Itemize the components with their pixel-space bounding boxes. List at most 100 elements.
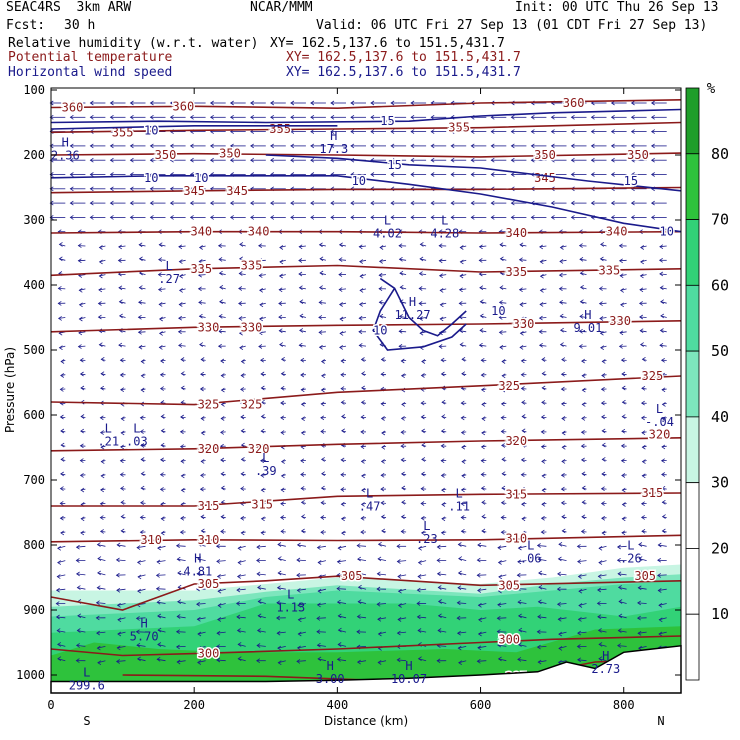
wind-vector-head <box>139 429 144 434</box>
wind-vector-head <box>450 215 455 220</box>
wind-vector <box>657 574 667 576</box>
wind-vector-head <box>630 172 635 177</box>
wind-vector-head <box>410 100 415 106</box>
wind-speed-contour-label: 10 <box>352 174 366 188</box>
colorbar-label: 80 <box>711 145 729 163</box>
wind-vector <box>77 587 86 590</box>
wind-vector-head <box>630 100 635 106</box>
wind-vector-head <box>69 143 74 149</box>
wind-vector <box>277 587 286 590</box>
wind-vector-head <box>420 414 425 420</box>
wind-vector-head <box>178 302 183 307</box>
wind-vector-head <box>520 386 525 391</box>
wind-vector-head <box>530 143 535 149</box>
wind-vector <box>499 302 507 304</box>
theta-contour-315 <box>51 492 682 507</box>
wind-vector-head <box>440 428 445 434</box>
wind-vector-head <box>310 157 315 163</box>
wind-vector-head <box>338 287 343 292</box>
wind-vector-head <box>519 242 524 248</box>
wind-vector-head <box>98 342 103 348</box>
wind-vector-head <box>276 600 281 606</box>
wind-vector <box>419 317 427 319</box>
wind-vector <box>378 631 387 635</box>
wind-vector-head <box>521 414 526 419</box>
wind-vector-head <box>299 328 304 333</box>
wind-vector-head <box>318 242 323 248</box>
wind-vector-head <box>516 586 521 591</box>
wind-vector-head <box>290 129 295 134</box>
wind-vector <box>417 588 427 591</box>
wind-vector-head <box>217 603 222 608</box>
wind-vector-head <box>560 371 565 377</box>
wind-vector-head <box>298 258 303 263</box>
wind-vector <box>418 630 427 633</box>
wind-vector <box>518 644 527 647</box>
wind-vector-head <box>59 486 64 491</box>
wind-vector-head <box>238 330 243 336</box>
wind-vector-head <box>239 345 244 351</box>
wind-vector-head <box>537 614 542 620</box>
wind-vector <box>199 259 206 262</box>
wind-vector-head <box>350 100 355 106</box>
wind-vector-head <box>640 501 645 507</box>
wind-vector <box>337 601 347 604</box>
wind-vector-head <box>189 215 194 220</box>
wind-vector-head <box>430 143 435 149</box>
wind-vector-head <box>319 270 324 276</box>
wind-vector-head <box>590 129 595 134</box>
wind-vector <box>117 617 126 621</box>
wind-vector <box>56 616 66 619</box>
wind-vector-head <box>621 428 626 434</box>
wind-vector-head <box>661 485 666 491</box>
wind-vector-head <box>661 528 666 534</box>
wind-vector-head <box>559 327 564 333</box>
wind-vector <box>520 345 527 348</box>
wind-vector-head <box>140 457 145 462</box>
wind-vector <box>357 558 367 561</box>
wind-vector-head <box>521 442 526 448</box>
extremum-marker: H <box>140 617 147 631</box>
wind-vector-head <box>60 442 65 448</box>
wind-vector-head <box>419 242 424 247</box>
wind-vector-head <box>381 430 386 436</box>
wind-vector-head <box>238 301 243 306</box>
wind-vector-head <box>296 557 301 563</box>
wind-vector-head <box>340 358 345 364</box>
theta-contour-label: 350 <box>219 147 241 161</box>
wind-vector-head <box>497 560 502 565</box>
wind-vector-head <box>638 301 643 306</box>
extremum-H: H2.36 <box>51 136 80 163</box>
wind-vector-head <box>209 200 214 206</box>
wind-vector-head <box>160 457 165 463</box>
wind-vector-head <box>300 486 305 491</box>
wind-vector-head <box>440 443 445 449</box>
wind-vector <box>558 558 567 561</box>
wind-vector-head <box>97 314 102 320</box>
wind-vector-head <box>310 143 315 149</box>
wind-vector-head <box>637 600 642 606</box>
wind-vector-head <box>336 559 341 565</box>
wind-vector-head <box>550 200 555 206</box>
wind-vector-head <box>400 429 405 435</box>
wind-vector-head <box>55 587 60 593</box>
theta-contour-label: 360 <box>173 99 195 113</box>
extremum-H: H4.81 <box>183 552 212 579</box>
wind-vector-head <box>58 256 63 262</box>
wind-vector-head <box>461 356 466 362</box>
wind-vector-head <box>176 614 181 619</box>
wind-vector-head <box>277 542 282 547</box>
wind-vector <box>137 574 146 578</box>
wind-vector-head <box>530 114 535 120</box>
wind-vector <box>397 659 407 662</box>
wind-vector <box>457 587 467 590</box>
init-time: Init: 00 UTC Thu 26 Sep 13 <box>515 0 719 15</box>
wind-vector <box>437 545 447 548</box>
wind-vector-head <box>237 560 242 565</box>
wind-vector-head <box>79 473 84 478</box>
wind-vector-head <box>219 299 224 305</box>
wind-vector-head <box>60 471 65 477</box>
wind-vector <box>577 560 587 562</box>
wind-vector-head <box>330 200 335 206</box>
